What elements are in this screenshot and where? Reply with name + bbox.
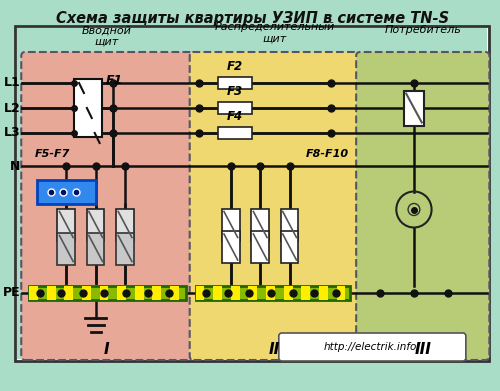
FancyBboxPatch shape — [356, 52, 490, 360]
Bar — [46, 286, 56, 300]
Text: Схема защиты квартиры УЗИП в системе TN-S: Схема защиты квартиры УЗИП в системе TN-… — [56, 11, 449, 27]
Text: http://electrik.info/: http://electrik.info/ — [324, 342, 420, 352]
Bar — [319, 286, 328, 300]
Bar — [302, 286, 310, 300]
Bar — [222, 208, 240, 240]
FancyBboxPatch shape — [190, 52, 359, 360]
Bar — [135, 286, 143, 300]
Bar — [16, 26, 490, 361]
Text: F3: F3 — [227, 85, 244, 98]
Text: N: N — [10, 160, 20, 172]
Bar — [231, 286, 239, 300]
Bar — [116, 233, 134, 264]
Text: F4: F4 — [227, 110, 244, 123]
Bar — [266, 286, 275, 300]
Bar — [213, 286, 222, 300]
Bar — [218, 102, 252, 114]
Bar — [29, 286, 38, 300]
Bar — [64, 286, 73, 300]
Bar — [117, 286, 126, 300]
Text: PE: PE — [2, 287, 21, 300]
Text: F5-F7: F5-F7 — [35, 149, 70, 159]
Bar — [281, 208, 298, 240]
Text: F8-F10: F8-F10 — [306, 149, 350, 159]
Bar — [218, 127, 252, 139]
Bar — [100, 286, 108, 300]
Bar — [74, 79, 102, 137]
Bar — [29, 286, 186, 300]
Bar — [87, 208, 104, 240]
Bar — [281, 231, 298, 263]
Text: Вводной
щит: Вводной щит — [82, 25, 132, 47]
Text: I: I — [104, 341, 110, 357]
Bar — [82, 286, 91, 300]
Text: Распределительный
щит: Распределительный щит — [214, 22, 334, 44]
Text: L2: L2 — [4, 102, 20, 115]
Bar — [170, 286, 179, 300]
Text: L1: L1 — [4, 77, 20, 90]
Bar — [404, 90, 423, 126]
Text: F1: F1 — [106, 74, 122, 86]
Bar — [252, 208, 269, 240]
Text: L3: L3 — [4, 127, 20, 140]
FancyBboxPatch shape — [22, 52, 192, 360]
Bar — [252, 231, 269, 263]
Bar — [248, 286, 258, 300]
Text: F2: F2 — [227, 60, 244, 73]
Bar — [222, 231, 240, 263]
Bar — [196, 286, 204, 300]
Text: II: II — [269, 341, 280, 357]
Bar — [58, 208, 75, 240]
Bar — [58, 233, 75, 264]
Bar — [196, 286, 350, 300]
Bar — [284, 286, 292, 300]
Bar — [152, 286, 162, 300]
FancyBboxPatch shape — [279, 333, 466, 361]
Bar — [336, 286, 345, 300]
Bar — [116, 208, 134, 240]
Bar — [37, 180, 96, 204]
Text: III: III — [414, 341, 431, 357]
Text: Потребитель: Потребитель — [384, 25, 461, 35]
Bar — [18, 28, 488, 359]
Bar — [218, 77, 252, 89]
Bar — [87, 233, 104, 264]
